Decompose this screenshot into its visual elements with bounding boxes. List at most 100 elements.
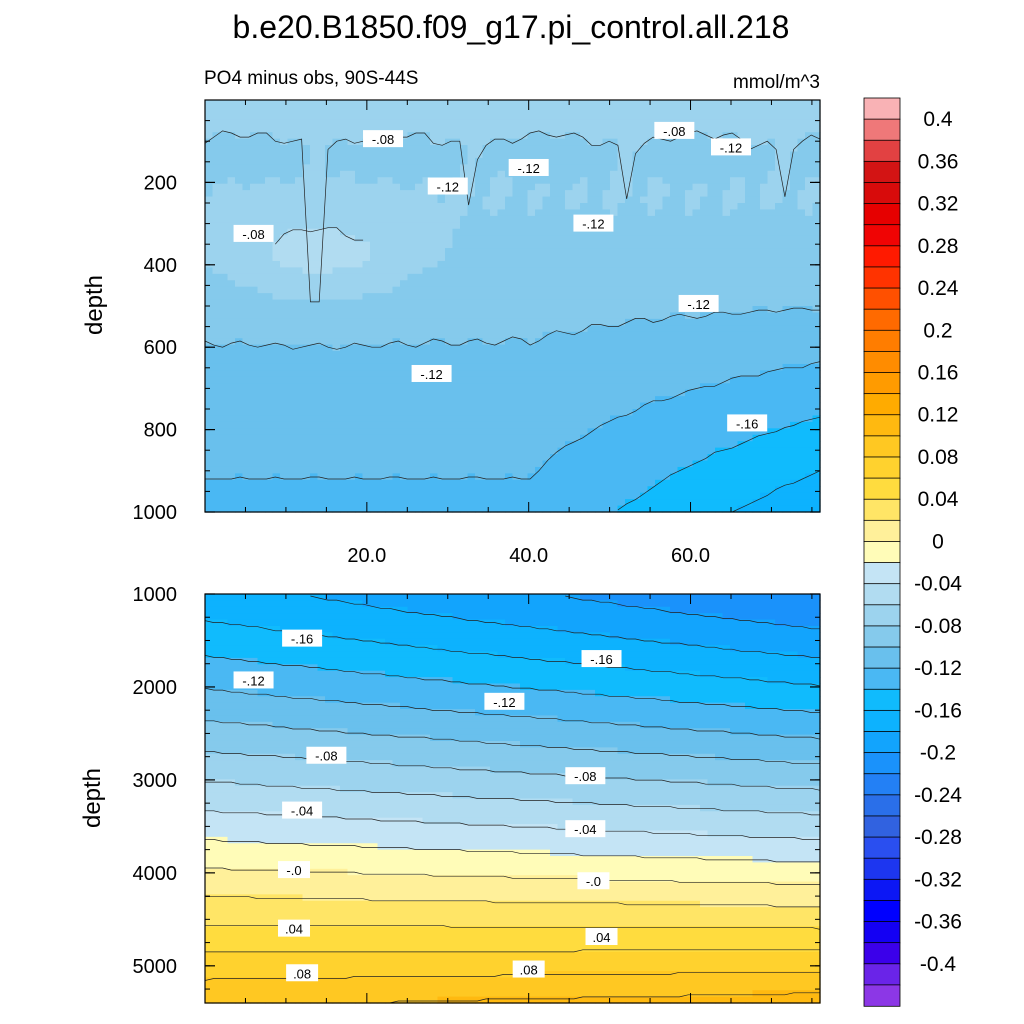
upper-cell bbox=[227, 138, 236, 146]
upper-cell bbox=[212, 447, 221, 455]
upper-cell bbox=[362, 299, 371, 307]
upper-cell bbox=[647, 454, 656, 462]
upper-cell bbox=[670, 145, 679, 153]
upper-cell bbox=[527, 222, 536, 230]
upper-cell bbox=[692, 273, 701, 281]
upper-cell bbox=[265, 460, 274, 468]
upper-cell bbox=[227, 228, 236, 236]
upper-cell bbox=[325, 203, 334, 211]
upper-cell bbox=[782, 203, 791, 211]
upper-cell bbox=[580, 370, 589, 378]
upper-cell bbox=[475, 273, 484, 281]
upper-cell bbox=[475, 344, 484, 352]
upper-cell bbox=[662, 215, 671, 223]
upper-cell bbox=[407, 325, 416, 333]
upper-cell bbox=[295, 119, 304, 127]
upper-cell bbox=[692, 132, 701, 140]
upper-cell bbox=[722, 306, 731, 314]
upper-cell bbox=[662, 196, 671, 204]
upper-cell bbox=[490, 286, 499, 294]
upper-cell bbox=[610, 351, 619, 359]
upper-cell bbox=[707, 119, 716, 127]
upper-cell bbox=[385, 479, 394, 487]
upper-cell bbox=[670, 312, 679, 320]
upper-cell bbox=[452, 428, 461, 436]
upper-cell bbox=[602, 331, 611, 339]
upper-cell bbox=[452, 196, 461, 204]
upper-cell bbox=[700, 338, 709, 346]
upper-cell bbox=[325, 222, 334, 230]
upper-cell bbox=[662, 421, 671, 429]
upper-cell bbox=[272, 396, 281, 404]
upper-cell bbox=[280, 151, 289, 159]
upper-cell bbox=[407, 222, 416, 230]
upper-cell bbox=[542, 100, 551, 108]
upper-cell bbox=[782, 138, 791, 146]
upper-cell bbox=[422, 421, 431, 429]
upper-cell bbox=[685, 190, 694, 198]
upper-cell bbox=[692, 196, 701, 204]
upper-cell bbox=[280, 357, 289, 365]
upper-cell bbox=[610, 209, 619, 217]
upper-cell bbox=[572, 209, 581, 217]
upper-cell bbox=[212, 428, 221, 436]
upper-cell bbox=[512, 100, 521, 108]
upper-cell bbox=[527, 389, 536, 397]
upper-cell bbox=[535, 396, 544, 404]
upper-cell bbox=[677, 196, 686, 204]
upper-cell bbox=[782, 164, 791, 172]
upper-cell bbox=[722, 351, 731, 359]
upper-cell bbox=[640, 293, 649, 301]
upper-cell bbox=[662, 138, 671, 146]
subtitle-right: mmol/m^3 bbox=[733, 72, 820, 93]
upper-cell bbox=[220, 138, 229, 146]
upper-cell bbox=[715, 228, 724, 236]
upper-cell bbox=[265, 183, 274, 191]
upper-cell bbox=[677, 267, 686, 275]
upper-cell bbox=[287, 241, 296, 249]
upper-cell bbox=[722, 447, 731, 455]
upper-cell bbox=[587, 196, 596, 204]
upper-cell bbox=[325, 383, 334, 391]
upper-cell bbox=[505, 466, 514, 474]
upper-cell bbox=[640, 396, 649, 404]
upper-cell bbox=[302, 434, 311, 442]
upper-cell bbox=[452, 286, 461, 294]
upper-cell bbox=[520, 415, 529, 423]
upper-cell bbox=[632, 203, 641, 211]
upper-cell bbox=[745, 486, 754, 494]
upper-cell bbox=[340, 415, 349, 423]
upper-cell bbox=[377, 325, 386, 333]
upper-cell bbox=[272, 157, 281, 165]
upper-cell bbox=[767, 170, 776, 178]
upper-cell bbox=[272, 351, 281, 359]
upper-cell bbox=[482, 119, 491, 127]
upper-cell bbox=[235, 209, 244, 217]
upper-cell bbox=[355, 145, 364, 153]
upper-cell bbox=[512, 293, 521, 301]
upper-cell bbox=[617, 267, 626, 275]
upper-cell bbox=[662, 466, 671, 474]
upper-cell bbox=[497, 447, 506, 455]
upper-cell bbox=[482, 209, 491, 217]
upper-cell bbox=[692, 318, 701, 326]
upper-cell bbox=[595, 138, 604, 146]
upper-cell bbox=[355, 396, 364, 404]
upper-cell bbox=[580, 306, 589, 314]
upper-cell bbox=[617, 428, 626, 436]
upper-cell bbox=[287, 396, 296, 404]
upper-cell bbox=[272, 402, 281, 410]
upper-cell bbox=[580, 486, 589, 494]
upper-cell bbox=[407, 492, 416, 500]
upper-cell bbox=[385, 454, 394, 462]
upper-cell bbox=[407, 370, 416, 378]
upper-cell bbox=[490, 486, 499, 494]
upper-cell bbox=[715, 473, 724, 481]
upper-cell bbox=[340, 376, 349, 384]
upper-cell bbox=[617, 209, 626, 217]
upper-cell bbox=[257, 100, 266, 108]
upper-cell bbox=[662, 248, 671, 256]
upper-cell bbox=[250, 370, 259, 378]
upper-cell bbox=[212, 183, 221, 191]
upper-cell bbox=[640, 157, 649, 165]
